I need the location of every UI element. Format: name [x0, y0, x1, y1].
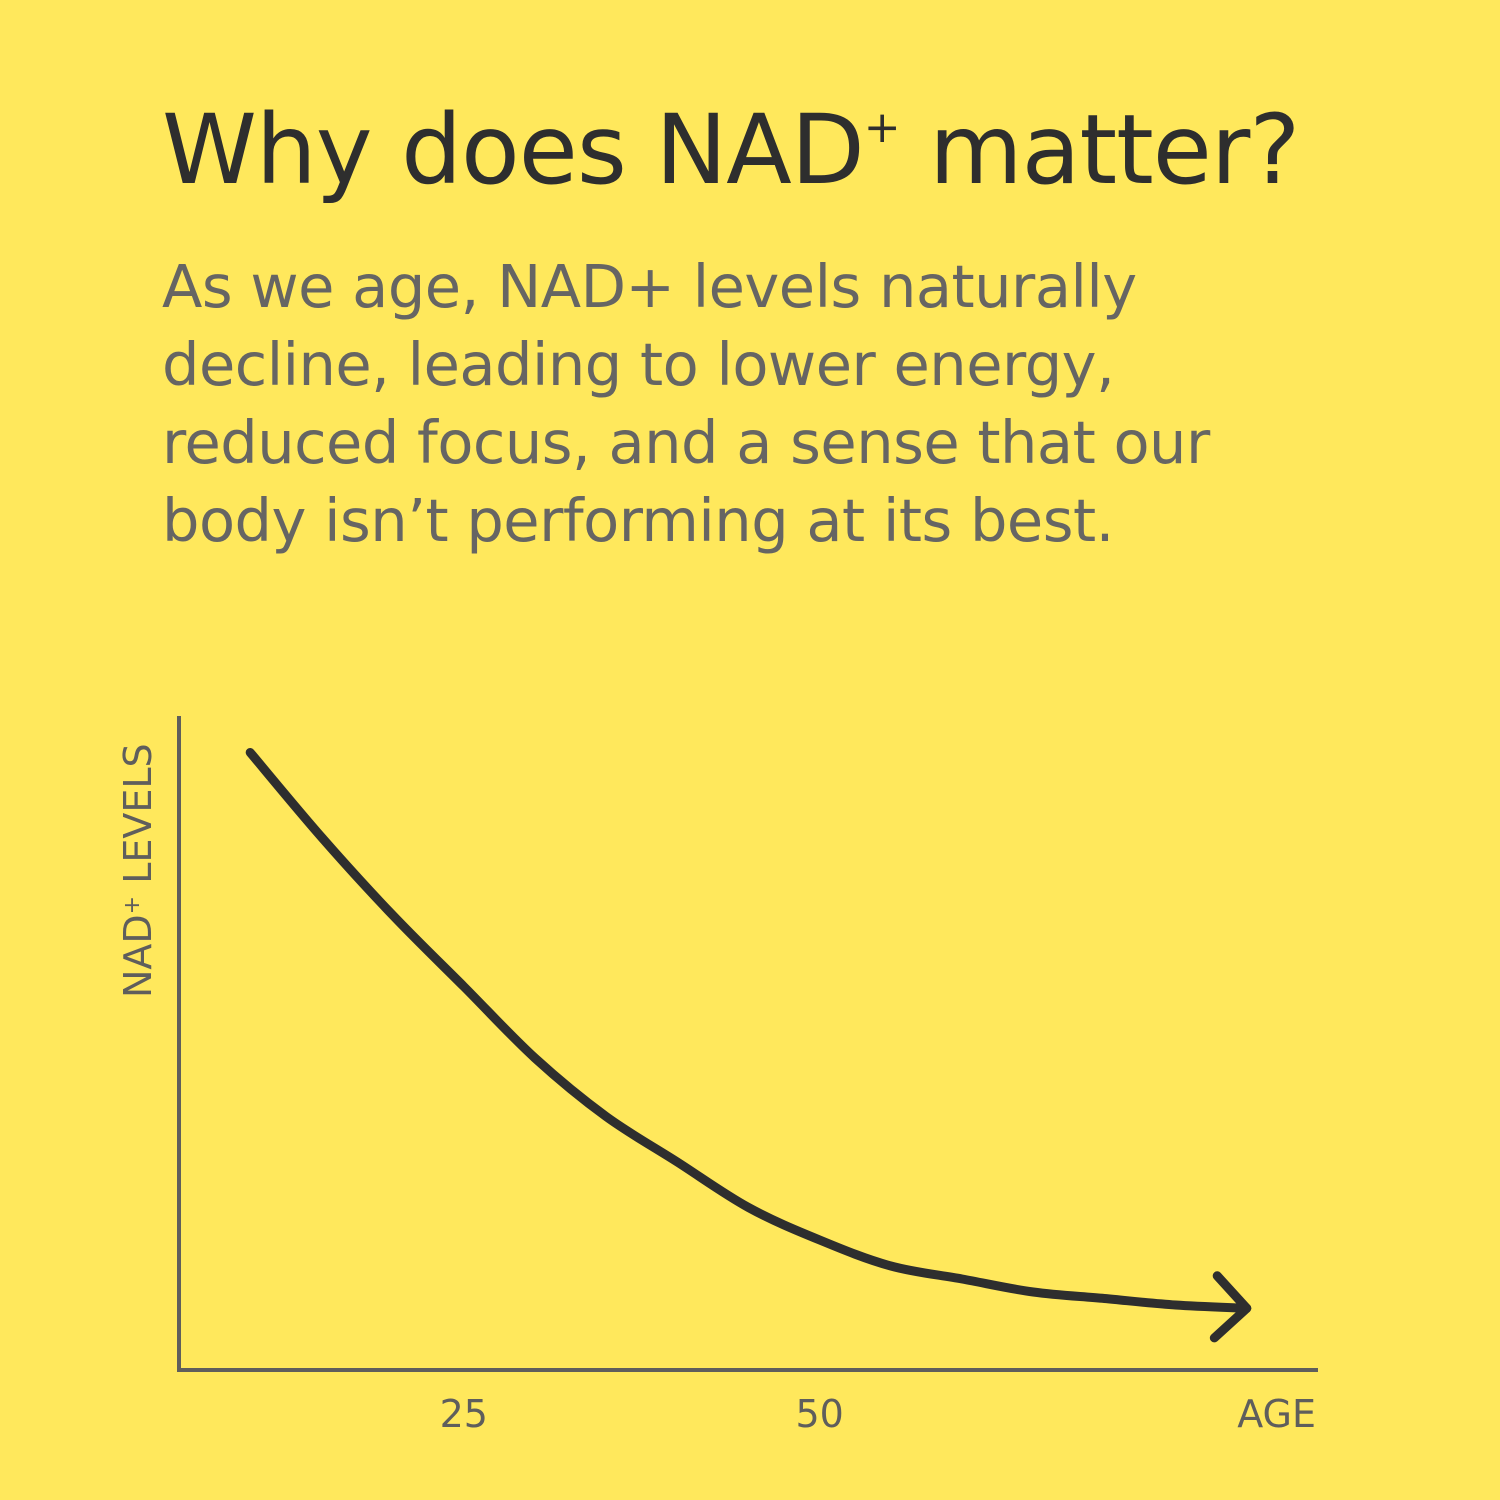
x-axis-label: AGE [1237, 1392, 1316, 1436]
y-label-superscript: + [120, 896, 145, 914]
x-tick-label-25: 25 [440, 1392, 488, 1436]
y-label-main: NAD [116, 914, 160, 998]
x-tick-label-50: 50 [796, 1392, 844, 1436]
y-label-rest: LEVELS [116, 743, 160, 896]
y-axis-label: NAD+ LEVELS [116, 743, 160, 998]
nad-level-curve [250, 753, 1247, 1309]
